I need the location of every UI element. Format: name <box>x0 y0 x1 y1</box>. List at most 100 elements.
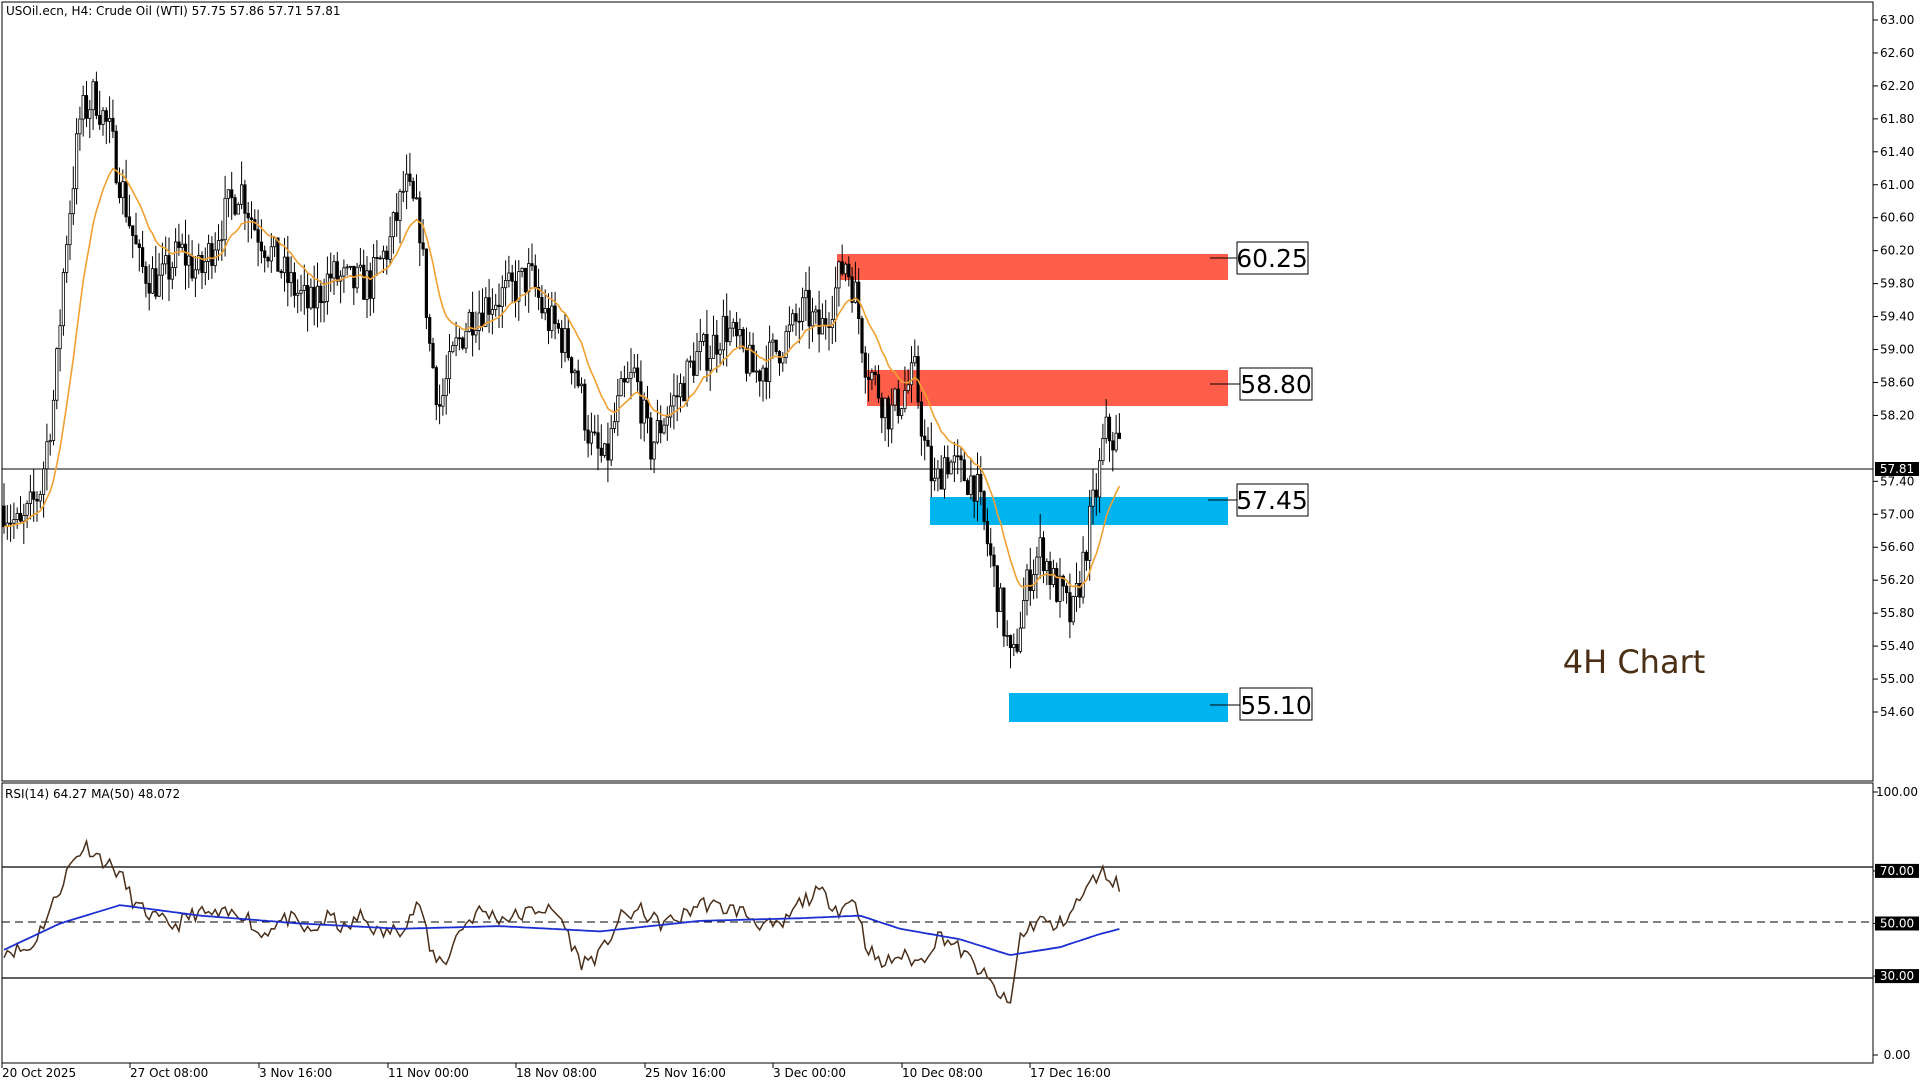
candle <box>289 256 293 297</box>
candle <box>401 170 405 202</box>
price-tick-label: 62.20 <box>1880 79 1914 93</box>
time-tick-label: 11 Nov 00:00 <box>388 1066 469 1080</box>
candle <box>391 211 396 254</box>
time-tick-label: 17 Dec 16:00 <box>1030 1066 1111 1080</box>
candle <box>45 423 49 491</box>
time-tick-label: 3 Nov 16:00 <box>259 1066 332 1080</box>
candle <box>1065 582 1069 604</box>
candle <box>962 450 966 482</box>
candle <box>926 427 930 447</box>
candle <box>669 392 673 428</box>
candle <box>22 503 26 544</box>
candle <box>797 307 801 344</box>
candle <box>114 125 118 185</box>
candle <box>626 361 630 384</box>
candle <box>804 272 808 321</box>
price-tick-label: 57.00 <box>1880 507 1914 521</box>
time-tick-label: 25 Nov 16:00 <box>645 1066 726 1080</box>
candle <box>527 248 531 313</box>
candle <box>398 188 402 244</box>
candle <box>731 318 735 337</box>
candle <box>758 369 762 397</box>
level-57-45-text: 57.45 <box>1236 486 1308 515</box>
candle <box>233 194 237 217</box>
candle <box>642 392 646 442</box>
candle <box>692 342 696 383</box>
price-tick-label: 55.40 <box>1880 639 1914 653</box>
candle <box>688 355 693 368</box>
candle <box>259 219 264 264</box>
candle <box>203 247 207 286</box>
candle <box>563 312 567 363</box>
candle <box>223 175 227 257</box>
candle <box>702 332 706 346</box>
candle <box>94 71 98 120</box>
candle <box>464 322 468 354</box>
candle <box>329 252 333 292</box>
candle <box>434 365 438 421</box>
candle <box>263 245 267 273</box>
candle <box>81 85 85 137</box>
level-55-10-text: 55.10 <box>1240 691 1312 720</box>
price-tick-label: 56.60 <box>1880 540 1914 554</box>
candle <box>193 256 197 298</box>
candle <box>461 336 465 351</box>
candle <box>368 262 372 316</box>
candle <box>583 379 587 441</box>
candle <box>659 405 663 444</box>
candle <box>177 223 181 256</box>
moving-average-line <box>3 167 1121 589</box>
candle <box>91 78 95 130</box>
candle <box>1114 414 1118 453</box>
candle <box>239 161 244 210</box>
candle <box>12 502 16 539</box>
candle <box>774 339 778 355</box>
price-tick-label: 56.20 <box>1880 573 1914 587</box>
candle <box>8 504 13 542</box>
candle <box>309 278 313 310</box>
candle <box>880 392 884 434</box>
candle <box>570 356 574 385</box>
candle <box>784 325 788 364</box>
candle <box>645 385 650 434</box>
candle <box>1015 628 1019 654</box>
candle <box>470 291 475 357</box>
candle <box>48 433 52 456</box>
level-label-55-10: 55.10 <box>1210 687 1313 721</box>
candle <box>741 326 745 353</box>
candle <box>210 236 214 279</box>
candle <box>863 346 867 394</box>
candle <box>992 546 996 588</box>
candle <box>586 415 590 458</box>
candle <box>411 177 415 202</box>
candle <box>451 341 455 354</box>
candle <box>682 376 686 402</box>
candle <box>477 290 481 351</box>
candle <box>533 254 537 297</box>
price-tick-label: 54.60 <box>1880 705 1914 719</box>
candle <box>494 293 498 317</box>
candle <box>487 279 491 333</box>
candle <box>903 366 907 413</box>
candle <box>972 474 976 519</box>
candle <box>292 262 297 308</box>
candle <box>711 315 716 359</box>
candle <box>867 353 871 402</box>
zones <box>837 254 1228 722</box>
price-axis: 63.00 62.60 62.20 61.80 61.40 61.00 60.60 60.20… <box>1873 13 1914 719</box>
candle <box>167 237 171 301</box>
candle <box>576 359 580 389</box>
candle <box>38 490 42 509</box>
candle <box>352 265 356 305</box>
candle <box>952 441 957 483</box>
candle <box>111 99 115 139</box>
candle <box>58 309 62 372</box>
candle <box>414 174 419 200</box>
rsi-tick-label: 100.00 <box>1876 785 1918 799</box>
candle <box>266 255 270 268</box>
candle <box>876 364 881 403</box>
candle <box>338 270 343 304</box>
candle <box>187 234 191 288</box>
candle <box>698 318 702 371</box>
candle <box>675 375 679 422</box>
